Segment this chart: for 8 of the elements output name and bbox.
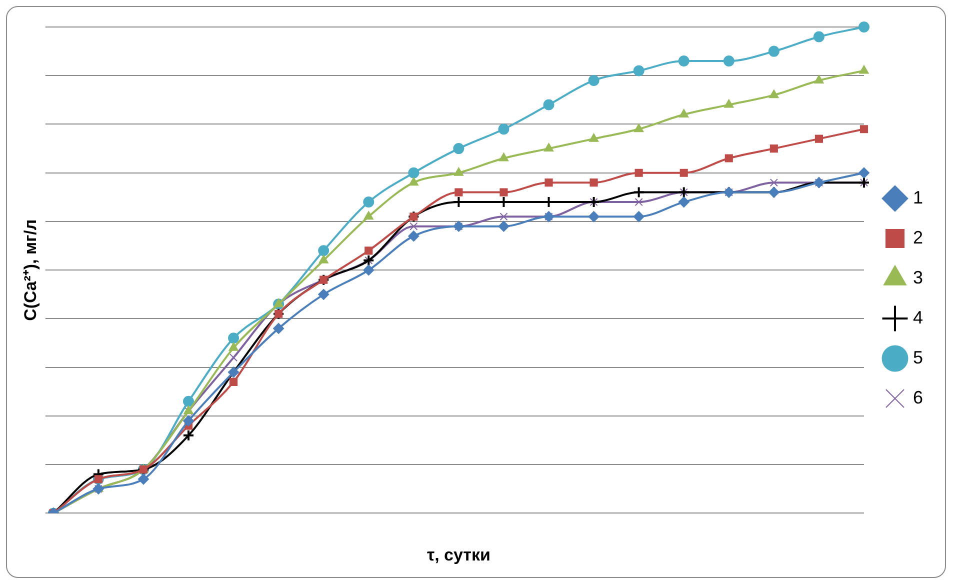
legend-label: 5 xyxy=(912,347,924,368)
legend-label: 2 xyxy=(912,227,924,248)
legend-label: 6 xyxy=(912,387,924,408)
legend-label: 1 xyxy=(912,187,924,208)
x-axis-title: τ, сутки xyxy=(426,545,490,564)
y-axis-title: C(Ca²⁺), мг/л xyxy=(20,219,40,321)
legend-label: 3 xyxy=(912,267,924,288)
legend-label: 4 xyxy=(912,307,924,328)
